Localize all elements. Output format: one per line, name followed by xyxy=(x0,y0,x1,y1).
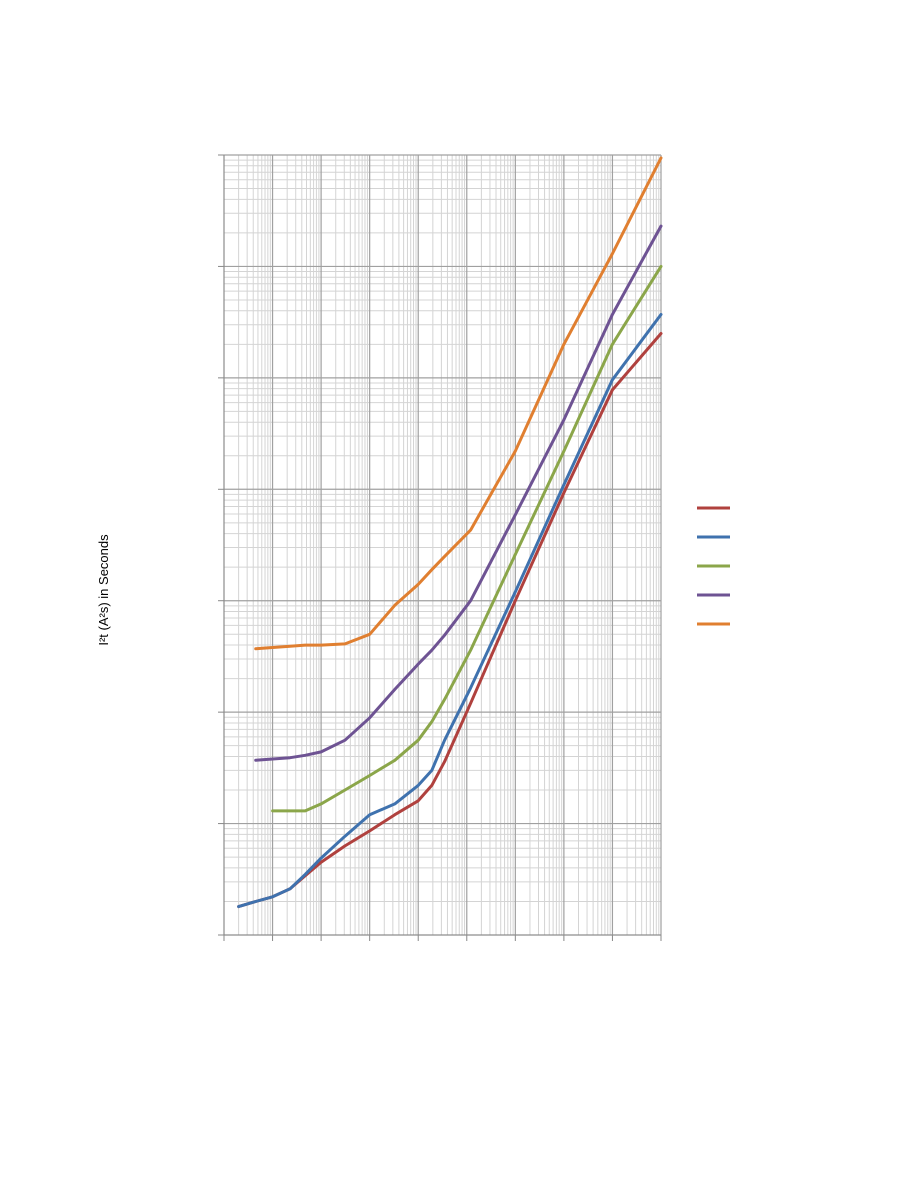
series-line xyxy=(254,224,663,762)
series-line xyxy=(254,156,663,651)
y-axis-label: I²t (A²s) in Seconds xyxy=(96,534,111,646)
series-line xyxy=(271,264,663,813)
series-line xyxy=(237,313,663,909)
